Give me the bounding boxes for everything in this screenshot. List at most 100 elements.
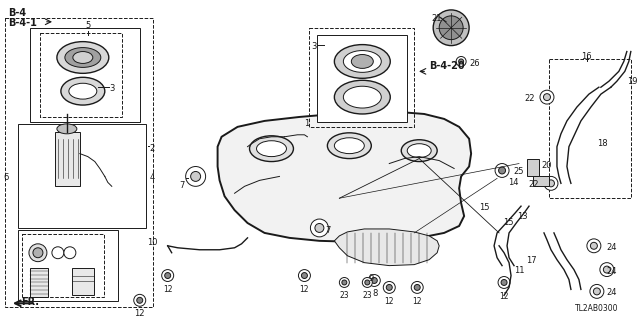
Text: 19: 19 xyxy=(627,77,637,86)
Text: 9: 9 xyxy=(369,274,374,283)
Text: 12: 12 xyxy=(412,297,422,306)
Circle shape xyxy=(33,248,43,258)
Text: 24: 24 xyxy=(607,243,618,252)
Text: 23: 23 xyxy=(362,292,372,300)
Bar xyxy=(549,60,631,198)
Circle shape xyxy=(412,282,423,293)
Circle shape xyxy=(604,266,611,273)
Text: 18: 18 xyxy=(597,139,607,148)
Text: FR.: FR. xyxy=(21,297,39,307)
Text: 21: 21 xyxy=(431,14,442,23)
Text: 6: 6 xyxy=(3,173,9,182)
Ellipse shape xyxy=(328,133,371,159)
Bar xyxy=(533,176,549,186)
Circle shape xyxy=(186,166,205,186)
Circle shape xyxy=(590,242,597,249)
Text: B-4: B-4 xyxy=(8,8,26,18)
Circle shape xyxy=(593,288,600,295)
Bar xyxy=(317,35,407,122)
Text: 12: 12 xyxy=(163,285,172,294)
Ellipse shape xyxy=(57,124,77,134)
Circle shape xyxy=(64,247,76,259)
Circle shape xyxy=(362,277,372,287)
Circle shape xyxy=(365,280,370,285)
Ellipse shape xyxy=(343,51,381,72)
Text: 1: 1 xyxy=(305,119,310,128)
Text: 7: 7 xyxy=(325,226,331,235)
Text: 4: 4 xyxy=(150,173,155,182)
Text: 12: 12 xyxy=(385,297,394,306)
Text: 23: 23 xyxy=(340,292,349,300)
Ellipse shape xyxy=(334,80,390,114)
Circle shape xyxy=(544,176,558,190)
Bar xyxy=(55,132,80,186)
Text: 12: 12 xyxy=(300,285,309,294)
Circle shape xyxy=(137,297,143,303)
Text: 3: 3 xyxy=(311,42,316,51)
Text: 22: 22 xyxy=(525,94,535,103)
Text: 2: 2 xyxy=(150,144,155,153)
Bar xyxy=(72,268,94,295)
Circle shape xyxy=(29,244,47,262)
Circle shape xyxy=(439,16,463,40)
Text: 3: 3 xyxy=(110,84,115,93)
Text: 13: 13 xyxy=(517,212,527,221)
Text: 5: 5 xyxy=(85,21,90,30)
Ellipse shape xyxy=(257,141,287,156)
Text: 15: 15 xyxy=(479,203,490,212)
Circle shape xyxy=(368,275,380,286)
Circle shape xyxy=(164,273,171,278)
Bar xyxy=(527,159,539,176)
Ellipse shape xyxy=(65,48,101,68)
Circle shape xyxy=(387,284,392,290)
Ellipse shape xyxy=(57,42,109,73)
Ellipse shape xyxy=(401,140,437,162)
Circle shape xyxy=(339,277,349,287)
Polygon shape xyxy=(334,229,439,266)
Circle shape xyxy=(495,164,509,177)
Ellipse shape xyxy=(334,138,364,154)
Circle shape xyxy=(600,263,614,276)
Circle shape xyxy=(547,180,554,187)
Bar xyxy=(309,28,414,127)
Circle shape xyxy=(456,57,466,67)
Circle shape xyxy=(315,223,324,232)
Circle shape xyxy=(162,269,173,282)
Text: 8: 8 xyxy=(372,289,378,299)
Text: TL2AB0300: TL2AB0300 xyxy=(575,304,619,313)
Circle shape xyxy=(310,219,328,237)
Text: 10: 10 xyxy=(147,238,157,247)
Bar xyxy=(5,18,153,307)
Circle shape xyxy=(414,284,420,290)
Text: 26: 26 xyxy=(469,60,480,68)
Circle shape xyxy=(459,59,463,64)
Circle shape xyxy=(587,239,601,253)
Text: 20: 20 xyxy=(541,161,552,170)
Polygon shape xyxy=(218,112,471,242)
Bar xyxy=(30,28,140,122)
Circle shape xyxy=(501,279,507,285)
Ellipse shape xyxy=(334,44,390,78)
Text: 14: 14 xyxy=(509,179,519,188)
Circle shape xyxy=(298,269,310,282)
Circle shape xyxy=(433,10,469,45)
Ellipse shape xyxy=(69,83,97,99)
Circle shape xyxy=(590,284,604,298)
Circle shape xyxy=(371,277,378,284)
Bar xyxy=(18,230,118,301)
Circle shape xyxy=(301,273,307,278)
Circle shape xyxy=(499,167,506,174)
Text: 25: 25 xyxy=(513,166,524,175)
Ellipse shape xyxy=(250,136,294,162)
Circle shape xyxy=(498,276,510,288)
Ellipse shape xyxy=(73,52,93,63)
Text: 12: 12 xyxy=(134,309,145,318)
Text: B-4-1: B-4-1 xyxy=(8,18,37,28)
Circle shape xyxy=(543,94,550,100)
Text: 17: 17 xyxy=(526,256,537,265)
Text: 22: 22 xyxy=(529,180,539,189)
Text: 12: 12 xyxy=(499,292,509,301)
Ellipse shape xyxy=(61,77,105,105)
Ellipse shape xyxy=(343,86,381,108)
Text: 15: 15 xyxy=(504,218,514,227)
